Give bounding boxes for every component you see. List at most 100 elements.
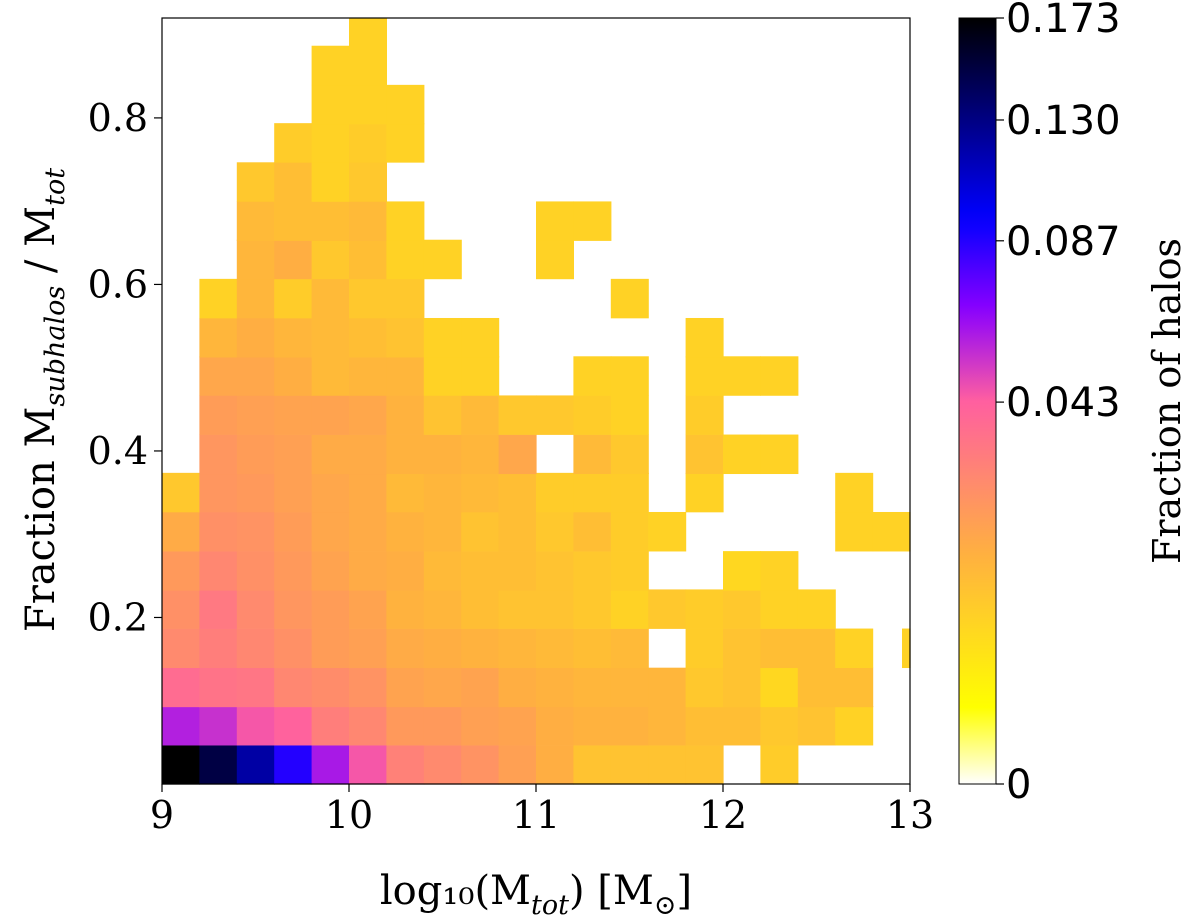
heatmap-cell	[199, 511, 238, 552]
heatmap-cell	[236, 472, 275, 513]
colorbar-tick-label: 0.130	[1006, 98, 1121, 144]
heatmap-cell	[461, 667, 500, 708]
colorbar-label: Fraction of halos	[1145, 238, 1189, 564]
heatmap-cell	[648, 667, 687, 708]
heatmap-cell	[386, 434, 425, 475]
heatmap-cell	[311, 628, 350, 669]
heatmap-cell	[274, 745, 313, 785]
x-tick-label: 11	[512, 793, 560, 837]
heatmap-cell	[835, 667, 874, 708]
colorbar	[958, 17, 997, 785]
heatmap-cell	[498, 628, 537, 669]
heatmap-cell	[648, 745, 687, 785]
heatmap-cell	[498, 551, 537, 591]
heatmap-cell	[199, 356, 238, 396]
heatmap-cell	[461, 745, 500, 785]
heatmap-cell	[386, 123, 425, 163]
heatmap-cell	[236, 317, 275, 358]
heatmap-cell	[573, 551, 612, 591]
heatmap-cell	[386, 628, 425, 669]
heatmap-cell	[648, 511, 687, 552]
heatmap-cell	[573, 434, 612, 475]
heatmap-cell	[536, 705, 574, 746]
heatmap-cell	[311, 356, 350, 396]
heatmap-cell	[423, 628, 462, 669]
heatmap-cell	[386, 278, 425, 319]
heatmap-cell	[386, 589, 425, 629]
heatmap-cell	[311, 162, 350, 202]
x-tick-label: 9	[150, 793, 174, 837]
heatmap-cell	[274, 162, 313, 202]
heatmap-cell	[760, 434, 799, 475]
heatmap-cell	[162, 745, 200, 785]
heatmap-cell	[386, 84, 425, 125]
heatmap-cell	[461, 628, 500, 669]
heatmap-cell	[311, 395, 350, 435]
heatmap-cell	[162, 705, 200, 746]
y-tick-label: 0.8	[88, 96, 148, 140]
heatmap-cell	[648, 589, 687, 629]
heatmap-cell	[461, 705, 500, 746]
heatmap-cell	[236, 278, 275, 319]
heatmap-cell	[386, 705, 425, 746]
heatmap-cell	[498, 705, 537, 746]
heatmap-cell	[236, 589, 275, 629]
heatmap-cell	[723, 667, 761, 708]
heatmap-cell	[536, 589, 574, 629]
heatmap-cell	[610, 745, 649, 785]
heatmap-cell	[461, 511, 500, 552]
heatmap-cell	[311, 745, 350, 785]
heatmap-cell	[461, 551, 500, 591]
heatmap-cell	[162, 472, 200, 513]
heatmap-cell	[199, 705, 238, 746]
x-axis-label: log₁₀(Mtot) [M⊙]	[380, 868, 692, 917]
y-axis: 0.2 0.4 0.6 0.8	[88, 96, 162, 639]
heatmap-cell	[236, 201, 275, 241]
heatmap-cell	[498, 395, 537, 435]
heatmap-cell	[536, 667, 574, 708]
heatmap-cell	[610, 511, 649, 552]
heatmap-cell	[311, 434, 350, 475]
heatmap-cell	[835, 628, 874, 669]
heatmap-cell	[685, 356, 724, 396]
heatmap-cell	[573, 472, 612, 513]
heatmap-cell	[349, 511, 387, 552]
heatmap-cell	[797, 705, 836, 746]
heatmap-cell	[274, 705, 313, 746]
heatmap-cell	[536, 551, 574, 591]
colorbar-ticks: 0 0.043 0.087 0.130 0.173	[996, 0, 1121, 808]
heatmap-cell	[199, 472, 238, 513]
heatmap-cell	[685, 589, 724, 629]
heatmap-cell	[461, 395, 500, 435]
heatmap-cell	[162, 628, 200, 669]
x-tick-label: 13	[886, 793, 934, 837]
heatmap-cell	[872, 511, 911, 552]
heatmap-cell	[573, 511, 612, 552]
heatmap-cell	[349, 317, 387, 358]
heatmap-cell	[236, 356, 275, 396]
heatmap-cell	[274, 434, 313, 475]
heatmap-cell	[311, 278, 350, 319]
colorbar-tick-label: 0.043	[1006, 380, 1121, 426]
heatmap-cell	[274, 201, 313, 241]
heatmap-cell	[349, 45, 387, 86]
heatmap-cell	[236, 162, 275, 202]
heatmap-cell	[311, 84, 350, 125]
heatmap-cell	[423, 317, 462, 358]
heatmap-cell	[461, 472, 500, 513]
heatmap-cell	[236, 745, 275, 785]
heatmap-cell	[274, 356, 313, 396]
heatmap-cell	[311, 45, 350, 86]
heatmap-cell	[311, 705, 350, 746]
heatmap-cell	[423, 395, 462, 435]
heatmap-cell	[349, 18, 387, 47]
heatmap-cell	[723, 434, 761, 475]
heatmap-cell	[236, 511, 275, 552]
heatmap-cell	[386, 551, 425, 591]
heatmap-cells	[162, 18, 911, 785]
heatmap-cell	[797, 628, 836, 669]
heatmap-cell	[386, 239, 425, 280]
heatmap-cell	[162, 667, 200, 708]
heatmap-cell	[162, 589, 200, 629]
